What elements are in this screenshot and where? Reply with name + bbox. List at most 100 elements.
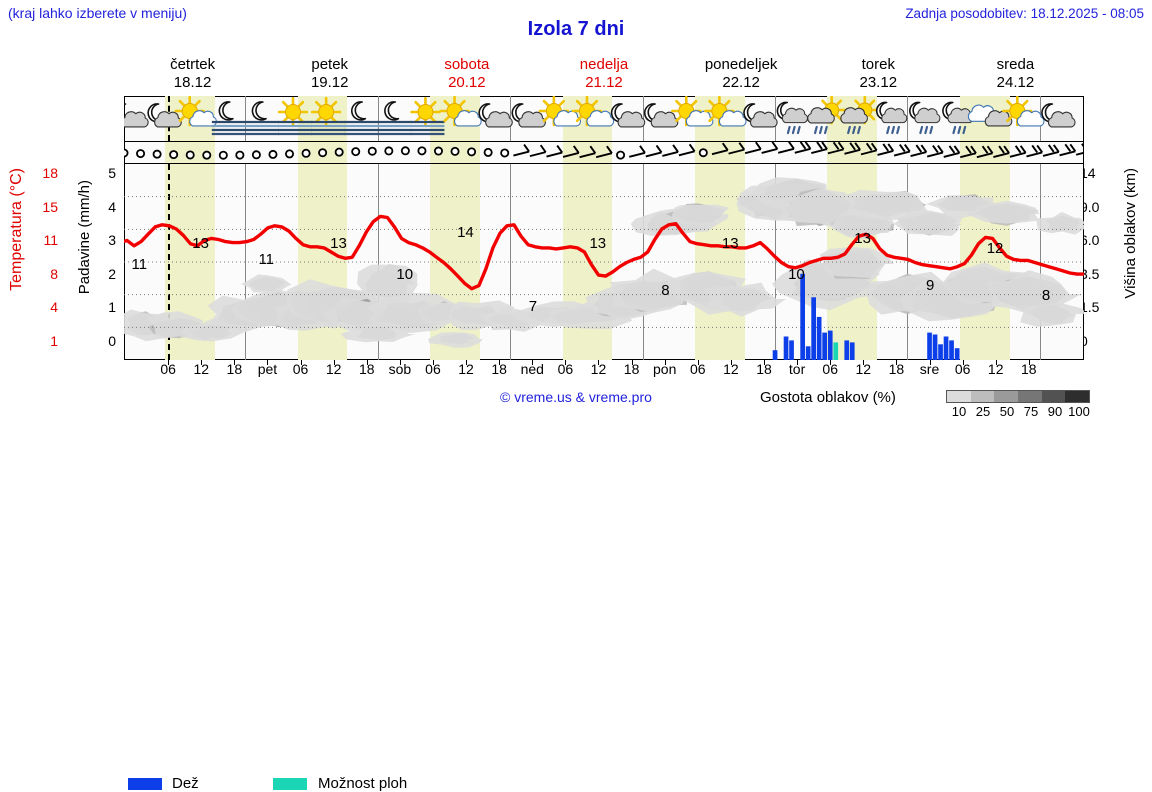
weather-icon-night-cloudy: [610, 103, 646, 128]
day-name: sreda: [996, 56, 1035, 73]
weather-icon-night-cloudy: [743, 103, 778, 128]
x-label-13: 12: [590, 361, 607, 377]
weather-icon-sun-mist: [277, 96, 313, 136]
cloud-density-scale-labels: 10 25 50 75 90 100: [940, 404, 1096, 422]
x-tick-19: [797, 360, 799, 365]
x-tick-2: [234, 360, 236, 365]
weather-icon-night-rain: [776, 101, 808, 135]
day-header-3: sobota 20.12: [398, 56, 535, 94]
day-separator-6: [907, 96, 909, 141]
x-label-19: tor: [788, 361, 806, 377]
x-label-10: 18: [491, 361, 507, 377]
x-tick-0: [168, 360, 170, 365]
x-tick-3: [267, 360, 269, 365]
day-name: torek: [861, 56, 895, 73]
day-header-2: petek 19.12: [261, 56, 398, 94]
day-separator-2: [377, 96, 379, 141]
temperature-label-8: 8: [661, 282, 670, 300]
cloudheight-tick-3: 3.5: [1080, 265, 1100, 282]
weather-icon-sun-cloud: [439, 96, 482, 127]
x-label-5: 12: [325, 361, 342, 377]
day-header-1: četrtek 18.12: [124, 56, 261, 94]
day-separator-1: [245, 164, 247, 360]
wind-barbs-layer: [124, 142, 1084, 160]
temperature-tick-4: 4: [50, 299, 58, 315]
x-label-3: pet: [257, 361, 278, 377]
day-header-strip: četrtek 18.12 petek 19.12 sobota 20.12 nedelja…: [124, 56, 1084, 94]
current-time-marker: [168, 164, 171, 360]
x-label-4: 06: [292, 361, 309, 377]
meteogram-graph-area: 11 13 11 13 10 14 7 13 8 13 10 13 9 12 8: [124, 164, 1084, 360]
weather-icons-layer: [124, 96, 1076, 136]
day-date: 23.12: [859, 74, 898, 91]
day-name: četrtek: [170, 56, 216, 73]
page-title: Izola 7 dni: [527, 18, 625, 40]
x-label-14: 18: [623, 361, 640, 377]
x-label-21: 12: [855, 361, 872, 377]
weather-icon-cloudy: [967, 104, 1013, 127]
temperature-label-13: 12: [986, 240, 1004, 258]
x-tick-18: [764, 360, 765, 365]
cloud-density-layer: [124, 177, 1084, 348]
day-separator-1: [245, 96, 247, 141]
wind-barb-band: [124, 142, 1084, 164]
x-tick-17: [730, 360, 732, 365]
day-separator-6: [907, 164, 909, 360]
x-tick-10: [499, 360, 501, 365]
cloud-density-swatch-4: [1041, 391, 1066, 402]
cloud-density-tick-5: 100: [1068, 404, 1090, 419]
weather-icon-night-mist: [244, 101, 279, 136]
temperature-tick-2: 11: [43, 232, 58, 248]
precipitation-tick-5: 0: [108, 332, 116, 349]
weather-icon-sun-cloud: [1002, 96, 1045, 127]
cloudheight-tick-4: 1.5: [1080, 299, 1100, 315]
x-tick-7: [399, 360, 401, 365]
temperature-label-5: 14: [457, 224, 474, 242]
weather-icon-sun-rain: [840, 96, 880, 135]
weather-icon-night-rain: [875, 101, 908, 135]
day-date: 21.12: [585, 74, 623, 91]
copyright-link[interactable]: © vreme.us & vreme.pro: [500, 389, 652, 405]
cloudheight-tick-0: 14: [1080, 165, 1096, 181]
x-tick-23: [929, 360, 931, 365]
day-separator-2: [377, 164, 379, 360]
temperature-tick-1: 15: [42, 198, 58, 215]
x-label-9: 12: [458, 361, 474, 377]
day-date: 19.12: [310, 74, 349, 91]
x-tick-6: [366, 360, 368, 365]
x-axis-labels: 06 12 18 pet 06 12 18 sob 06 12 18 ned 06 12 18 pon 06 12…: [124, 361, 1084, 379]
weather-icon-night-mist: [211, 101, 246, 136]
precipitation-bars-layer: [772, 273, 960, 360]
x-axis-tickmarks: [124, 360, 1084, 366]
x-label-12: 06: [557, 361, 574, 377]
weather-icon-night-mist: [344, 101, 379, 136]
weather-icon-night-cloudy: [478, 103, 513, 128]
x-label-23: sre: [919, 361, 940, 377]
day-date: 18.12: [173, 74, 212, 91]
cloudheight-tick-5: 0: [1080, 333, 1120, 349]
last-update-label: Zadnja posodobitev: 18.12.2025 - 08:05: [905, 6, 1144, 21]
day-header-7: sreda 24.12: [947, 56, 1084, 94]
x-tick-24: [962, 360, 964, 365]
x-tick-8: [432, 360, 434, 365]
x-label-7: sob: [388, 361, 412, 377]
precipitation-axis-title: Padavine (mm/h): [76, 180, 93, 295]
cloud-density-tick-3: 75: [1023, 404, 1039, 419]
weather-icon-sun-cloud: [571, 96, 615, 127]
weather-icon-sun-rain: [807, 96, 846, 135]
weather-icon-sun-mist: [310, 96, 346, 136]
rain-legend-label: Dež: [172, 775, 199, 792]
x-tick-22: [896, 360, 898, 365]
x-label-15: pon: [653, 361, 677, 377]
precipitation-tick-2: 3: [108, 232, 116, 248]
x-tick-9: [466, 360, 468, 365]
x-label-26: 18: [1021, 361, 1037, 377]
x-tick-4: [300, 360, 302, 365]
temperature-axis-title: Temperatura (°C): [8, 168, 25, 291]
cloud-density-tick-0: 10: [951, 404, 967, 419]
temperature-label-14: 8: [1041, 287, 1051, 305]
x-label-16: 06: [689, 361, 706, 377]
weather-icon-sun-cloud: [174, 96, 217, 127]
x-label-6: 18: [358, 361, 375, 377]
temperature-curve-layer: [124, 214, 1084, 291]
